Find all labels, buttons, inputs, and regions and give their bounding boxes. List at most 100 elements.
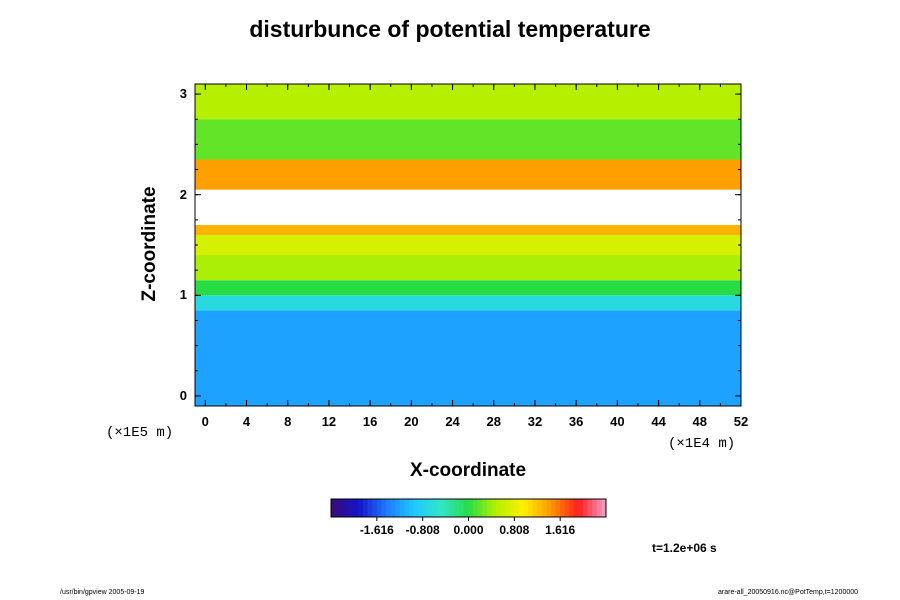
y-tick-label: 2	[179, 186, 187, 202]
colorbar-cell	[518, 499, 524, 517]
colorbar-tick-label: 0.000	[453, 523, 484, 537]
colorbar-cell	[569, 499, 575, 517]
colorbar-cell	[587, 499, 593, 517]
x-tick-label: 12	[321, 414, 337, 429]
colorbar-cell	[367, 499, 373, 517]
colorbar-cell	[509, 499, 515, 517]
colorbar-tick-label: -0.808	[405, 523, 440, 537]
colorbar-cell	[596, 499, 602, 517]
time-label: t=1.2e+06 s	[652, 541, 717, 555]
y-tick-label: 3	[179, 86, 187, 102]
x-tick-label: 48	[692, 414, 708, 429]
colorbar-cell	[564, 499, 570, 517]
heatmap-layer	[195, 224, 741, 235]
heatmap-layer	[195, 310, 741, 406]
colorbar-cell	[358, 499, 364, 517]
colorbar	[330, 498, 607, 521]
colorbar-cell	[537, 499, 543, 517]
heatmap-layer	[195, 234, 741, 256]
colorbar-cell	[431, 499, 437, 517]
colorbar-cell	[486, 499, 492, 517]
chart-title: disturbunce of potential temperature	[249, 16, 651, 42]
colorbar-cell	[399, 499, 405, 517]
colorbar-cell	[477, 499, 483, 517]
z-unit-label: (×1E5 m)	[106, 425, 174, 441]
colorbar-cell	[532, 499, 538, 517]
x-tick-label: 0	[201, 414, 209, 429]
x-tick-label: 8	[284, 414, 292, 429]
colorbar-cell	[578, 499, 584, 517]
colorbar-cell	[573, 499, 579, 517]
x-tick-label: 44	[651, 414, 666, 429]
colorbar-cell	[445, 499, 451, 517]
colorbar-tick-label: 1.616	[545, 523, 576, 537]
colorbar-cell	[376, 499, 382, 517]
heatmap-layer	[195, 84, 741, 120]
colorbar-cell	[422, 499, 428, 517]
colorbar-cell	[555, 499, 561, 517]
colorbar-cell	[381, 499, 387, 517]
colorbar-cell	[340, 499, 346, 517]
heatmap-layer	[195, 280, 741, 296]
colorbar-cell	[482, 499, 488, 517]
colorbar-tick-label: -1.616	[359, 523, 394, 537]
heatmap-field	[195, 84, 741, 406]
colorbar-cell	[523, 499, 529, 517]
colorbar-cell	[551, 499, 556, 517]
heatmap-layer	[195, 295, 741, 311]
colorbar-cell	[349, 499, 355, 517]
colorbar-cell	[541, 499, 547, 517]
colorbar-cell	[353, 499, 359, 517]
y-tick-label: 1	[179, 287, 187, 303]
x-tick-label: 32	[527, 414, 543, 429]
x-tick-label: 40	[610, 414, 625, 429]
colorbar-cell	[418, 499, 424, 517]
colorbar-cell	[395, 499, 401, 517]
colorbar-cell	[390, 499, 396, 517]
colorbar-cell	[404, 499, 410, 517]
x-unit-label: (×1E4 m)	[668, 436, 736, 452]
colorbar-cell	[436, 499, 442, 517]
heatmap-layer	[195, 119, 741, 160]
colorbar-cell	[344, 499, 350, 517]
colorbar-tick-label: 0.808	[499, 523, 530, 537]
x-tick-label: 4	[242, 414, 251, 429]
x-tick-label: 16	[362, 414, 378, 429]
x-tick-label: 28	[486, 414, 501, 429]
footer-left: /usr/bin/gpview 2005-09-19	[60, 589, 145, 596]
colorbar-cell	[408, 499, 414, 517]
colorbar-cell	[468, 499, 474, 517]
x-tick-label: 20	[404, 414, 419, 429]
x-axis-label: X-coordinate	[409, 460, 527, 481]
heatmap-layer	[195, 189, 741, 225]
colorbar-cell	[331, 499, 336, 517]
x-tick-label: 24	[445, 414, 460, 429]
colorbar-cell	[496, 499, 501, 517]
colorbar-cell	[491, 499, 497, 517]
colorbar-cell	[560, 499, 566, 517]
colorbar-cell	[601, 499, 607, 517]
colorbar-cell	[335, 499, 341, 517]
colorbar-cell	[454, 499, 460, 517]
colorbar-cell	[441, 499, 446, 517]
colorbar-cell	[500, 499, 506, 517]
colorbar-cell	[546, 499, 552, 517]
colorbar-cell	[514, 499, 520, 517]
colorbar-cell	[463, 499, 469, 517]
footer-right: arare-all_20050916.nc@PotTemp,t=1200000	[718, 589, 859, 596]
colorbar-cell	[386, 499, 391, 517]
x-tick-label: 36	[568, 414, 584, 429]
colorbar-cell	[427, 499, 433, 517]
colorbar-cell	[459, 499, 465, 517]
heatmap-layer	[195, 255, 741, 281]
colorbar-cell	[372, 499, 378, 517]
y-axis-label: Z-coordinate	[139, 186, 160, 302]
colorbar-cell	[363, 499, 369, 517]
y-axis-ticks	[195, 93, 741, 397]
colorbar-cell	[592, 499, 598, 517]
colorbar-cell	[473, 499, 479, 517]
y-tick-label: 0	[179, 387, 187, 403]
x-tick-label: 52	[733, 414, 749, 429]
colorbar-cell	[413, 499, 419, 517]
